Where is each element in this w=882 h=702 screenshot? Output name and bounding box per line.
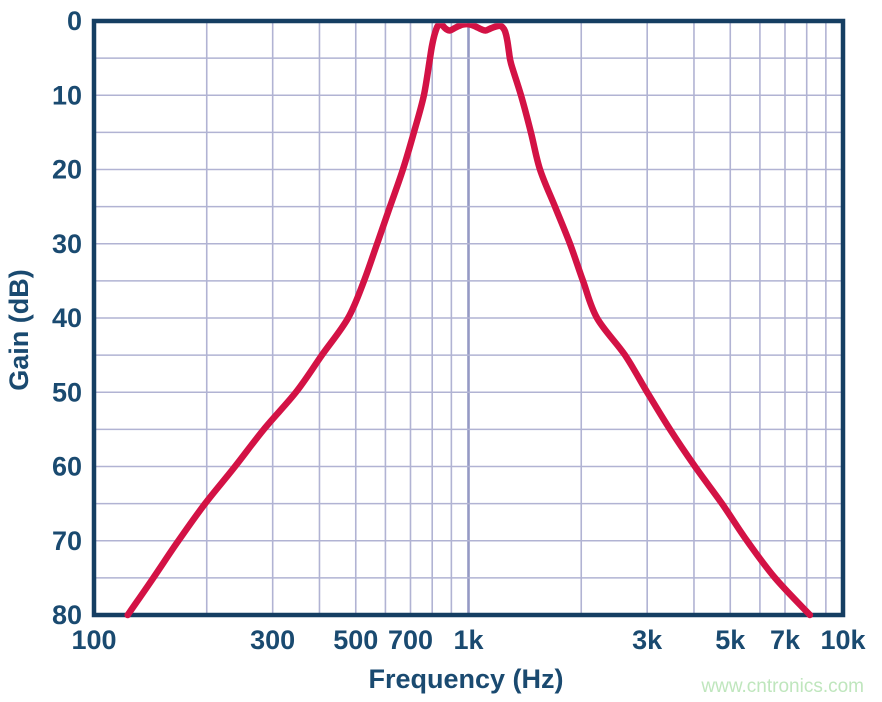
x-tick-label: 10k [820, 625, 866, 655]
x-axis-tick-labels: 100 300 500 700 1k 3k 5k 7k 10k [71, 625, 866, 655]
y-axis-title: Gain (dB) [4, 269, 34, 391]
gridlines [94, 21, 843, 615]
response-curve [124, 23, 814, 619]
x-tick-label: 300 [250, 625, 295, 655]
y-tick-label: 50 [52, 377, 82, 407]
x-tick-label: 700 [388, 625, 433, 655]
y-tick-label: 10 [52, 80, 82, 110]
y-tick-label: 20 [52, 155, 82, 185]
y-tick-label: 40 [52, 303, 82, 333]
x-axis-title: Frequency (Hz) [368, 664, 563, 694]
y-tick-label: 60 [52, 452, 82, 482]
x-tick-label: 3k [632, 625, 663, 655]
x-tick-label: 5k [715, 625, 746, 655]
x-tick-label: 1k [453, 625, 484, 655]
plot-frame [91, 18, 846, 618]
y-tick-label: 0 [67, 6, 82, 36]
watermark: www.cntronics.com [700, 676, 864, 697]
y-tick-label: 70 [52, 526, 82, 556]
y-tick-label: 30 [52, 229, 82, 259]
x-tick-label: 500 [333, 625, 378, 655]
x-tick-label: 7k [770, 625, 801, 655]
x-tick-label: 100 [71, 625, 116, 655]
y-axis-tick-labels: 0 10 20 30 40 50 60 70 80 [52, 6, 82, 630]
y-tick-label: 80 [52, 600, 82, 630]
